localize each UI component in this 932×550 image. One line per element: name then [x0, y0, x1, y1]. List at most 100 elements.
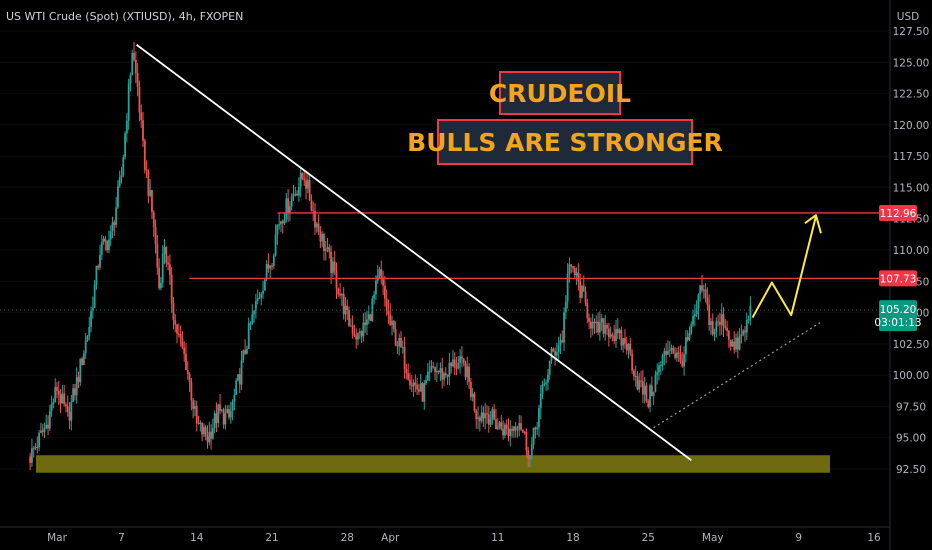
candle-body — [573, 268, 576, 276]
candle-body — [43, 428, 46, 433]
candle-body — [475, 410, 478, 420]
candle — [276, 224, 279, 245]
candle — [203, 423, 205, 438]
annotation-bulls[interactable]: BULLS ARE STRONGER — [407, 119, 723, 165]
candle-body — [211, 428, 214, 439]
candle — [564, 295, 567, 320]
candle-body — [36, 446, 39, 448]
candle — [50, 395, 53, 417]
candle-body — [541, 384, 544, 394]
symbol-title[interactable]: US WTI Crude (Spot) (XTIUSD), 4h, FXOPEN — [6, 10, 243, 23]
candle — [36, 436, 39, 454]
candle — [97, 264, 100, 271]
candle — [457, 356, 460, 370]
candle-body — [357, 332, 359, 340]
candle-body — [81, 358, 83, 365]
candle-body — [572, 266, 574, 269]
annotation-bulls-text: BULLS ARE STRONGER — [407, 128, 723, 157]
candle — [742, 329, 745, 337]
candle-body — [477, 417, 479, 420]
candle — [708, 294, 711, 331]
candle-body — [108, 239, 110, 251]
candle — [280, 220, 282, 233]
candle-body — [615, 328, 617, 342]
candle — [600, 313, 603, 331]
candle — [177, 323, 180, 338]
candle-body — [79, 358, 82, 383]
candle — [167, 255, 169, 271]
candle-body — [246, 348, 248, 354]
currency-label: USD — [897, 11, 919, 23]
candle-body — [613, 335, 616, 342]
candle — [409, 372, 411, 390]
candle-body — [321, 234, 324, 242]
candle-body — [111, 222, 114, 232]
candle-body — [394, 329, 397, 346]
candle — [552, 347, 555, 353]
candle-body — [172, 302, 175, 320]
candle-body — [629, 343, 632, 354]
candle-body — [740, 334, 743, 337]
candle — [339, 283, 341, 299]
candle-body — [676, 352, 678, 358]
candle-body — [423, 383, 426, 402]
candle — [676, 347, 678, 362]
candle-body — [348, 310, 350, 326]
candle — [328, 244, 331, 259]
candle-body — [683, 354, 685, 367]
candle-body — [378, 269, 381, 276]
candle-body — [500, 422, 503, 430]
candle-body — [620, 330, 623, 346]
candle-body — [708, 304, 711, 326]
candle-body — [253, 310, 255, 315]
candle — [88, 316, 91, 341]
candle-body — [403, 347, 406, 370]
candle — [281, 219, 284, 234]
candle-body — [168, 264, 171, 275]
time-tick-6: 11 — [491, 532, 504, 544]
candle-body — [77, 377, 80, 383]
candle-body — [681, 361, 684, 367]
candle — [403, 336, 406, 379]
candle-body — [152, 211, 155, 227]
candle — [661, 353, 664, 371]
candle — [244, 339, 247, 355]
candle-body — [597, 321, 599, 333]
candle-body — [487, 414, 490, 425]
candle-body — [258, 297, 261, 299]
candle — [41, 423, 44, 437]
candle — [217, 403, 220, 428]
candle-body — [97, 265, 100, 268]
candle-body — [244, 350, 247, 354]
candle-body — [405, 369, 408, 374]
candle — [122, 154, 125, 178]
candle — [337, 287, 340, 297]
candle-body — [138, 87, 141, 113]
price-axis[interactable]: 127.50 125.00 122.50 120.00 117.50 115.00 112.… — [874, 0, 929, 550]
candle-body — [473, 393, 476, 411]
candle-body — [444, 373, 447, 375]
candle-body — [367, 314, 370, 320]
candle-body — [366, 319, 368, 325]
candle-body — [274, 234, 277, 256]
candle-body — [170, 274, 173, 303]
candle-body — [260, 293, 263, 298]
candle-body — [588, 318, 591, 322]
candle-body — [667, 351, 669, 355]
candle — [371, 295, 374, 322]
candle — [726, 320, 728, 337]
candle-body — [645, 385, 648, 402]
candle — [597, 312, 599, 335]
candle-body — [192, 400, 195, 409]
candle-body — [439, 368, 442, 373]
candle — [446, 374, 449, 385]
time-tick-1: 7 — [118, 532, 125, 544]
candle — [206, 425, 209, 449]
candle-body — [591, 321, 594, 329]
candle — [647, 399, 650, 409]
annotation-crudeoil[interactable]: CRUDEOIL — [489, 71, 631, 115]
candle-body — [448, 362, 451, 377]
candle-body — [113, 222, 116, 225]
time-axis[interactable]: Mar 7 14 21 28 Apr 11 18 25 May 9 16 — [0, 526, 890, 544]
